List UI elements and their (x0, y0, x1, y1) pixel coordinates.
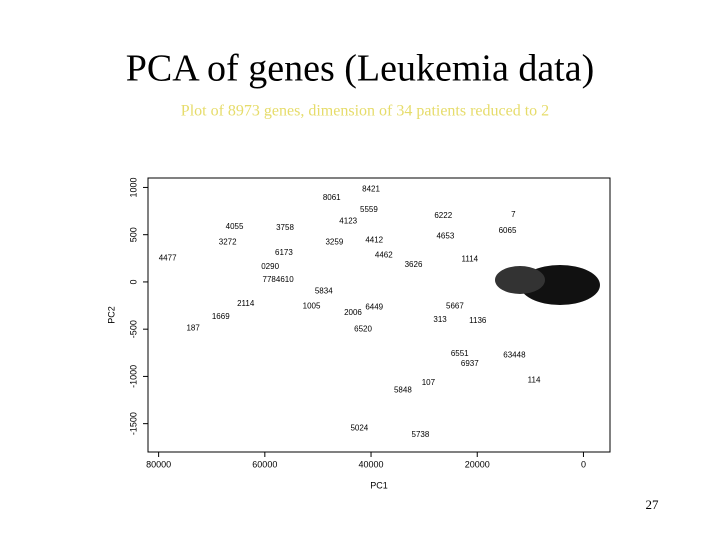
point-label: 1669 (212, 312, 230, 321)
y-tick-label: -500 (128, 320, 138, 338)
point-label: 4123 (339, 217, 357, 226)
point-label: 7784610 (263, 275, 295, 284)
plot-frame (147, 177, 611, 453)
y-tick-label: 0 (128, 279, 138, 284)
page-number: 27 (646, 497, 660, 512)
point-label: 6173 (275, 248, 293, 257)
x-tick-label: 60000 (252, 459, 277, 469)
point-label: 1114 (462, 254, 479, 263)
point-label: 187 (186, 323, 200, 332)
point-label: 3626 (405, 260, 423, 269)
x-tick-label: 80000 (146, 459, 171, 469)
x-axis-label: PC1 (370, 480, 388, 490)
point-label: 8061 (323, 193, 341, 202)
point-label: 5848 (394, 386, 412, 395)
point-label: 3758 (276, 223, 294, 232)
slide-subtitle: Plot of 8973 genes, dimension of 34 pati… (181, 103, 549, 120)
point-label: 5738 (412, 430, 430, 439)
point-label: 4055 (226, 222, 244, 231)
point-label: 6065 (499, 226, 517, 235)
point-label: 63448 (503, 351, 526, 360)
point-label: 5024 (350, 423, 368, 432)
x-tick-label: 20000 (465, 459, 490, 469)
point-label: 2006 (344, 308, 362, 317)
y-tick-label: 1000 (128, 177, 138, 197)
y-tick-label: -1500 (128, 412, 138, 435)
point-label: 5667 (446, 302, 464, 311)
point-label: 313 (433, 315, 447, 324)
point-label: 3272 (219, 237, 237, 246)
point-label: 114 (528, 375, 541, 384)
point-label: 7 (511, 210, 516, 219)
y-tick-label: 500 (128, 227, 138, 242)
point-label: 4462 (375, 251, 393, 260)
point-label: 6551 (451, 349, 469, 358)
point-label: 3259 (325, 237, 343, 246)
slide-title: PCA of genes (Leukemia data) (126, 48, 595, 90)
y-axis-label: PC2 (106, 306, 116, 324)
point-label: 2114 (237, 299, 255, 308)
point-label: 4653 (436, 232, 454, 241)
x-tick-label: 40000 (359, 459, 384, 469)
point-label: 1136 (469, 316, 487, 325)
point-label: 1005 (303, 302, 321, 311)
point-label: 8421 (362, 184, 380, 193)
point-label: 4412 (365, 235, 383, 244)
point-label: 6449 (365, 303, 383, 312)
point-label: 5559 (360, 205, 378, 214)
point-label: 6222 (434, 211, 452, 220)
y-tick-label: -1000 (128, 365, 138, 388)
point-label: 6937 (461, 359, 479, 368)
x-tick-label: 0 (581, 459, 586, 469)
dense-cluster (495, 266, 545, 294)
point-label: 0290 (261, 262, 279, 271)
point-label: 107 (422, 378, 436, 387)
point-label: 5834 (315, 286, 333, 295)
point-label: 6520 (354, 324, 372, 333)
point-label: 4477 (159, 253, 177, 262)
